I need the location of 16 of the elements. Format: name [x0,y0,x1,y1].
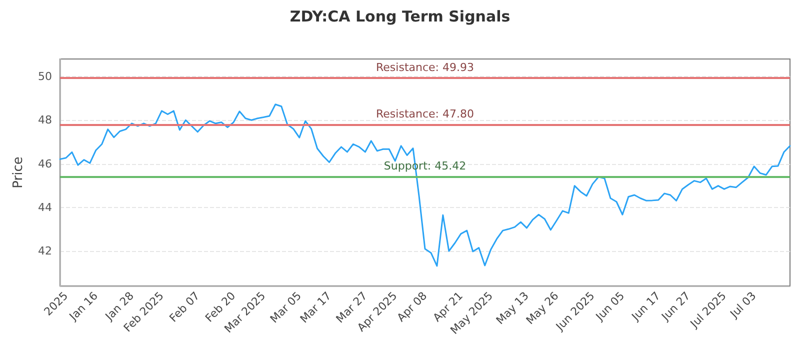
y-tick-label: 42 [38,244,52,258]
y-tick-label: 48 [38,114,52,127]
x-tick-label: Jul 03 [727,289,759,322]
x-tick-label: Apr 08 [394,289,430,324]
x-tick-label: Jun 17 [628,289,663,324]
ref-line-label: Resistance: 47.80 [376,107,474,120]
y-tick-label: 50 [38,70,52,83]
chart-title: ZDY:CA Long Term Signals [290,8,510,26]
y-tick-label: 44 [38,200,52,214]
line-series [59,104,791,267]
x-tick-label: Jan 16 [66,289,100,324]
x-tick-label: Feb 07 [166,289,202,325]
y-axis-title: Price [11,156,26,188]
x-tick-label: Jun 05 [592,289,628,324]
y-tick-label: 46 [38,157,52,170]
ref-line-label: Resistance: 49.93 [376,60,474,74]
